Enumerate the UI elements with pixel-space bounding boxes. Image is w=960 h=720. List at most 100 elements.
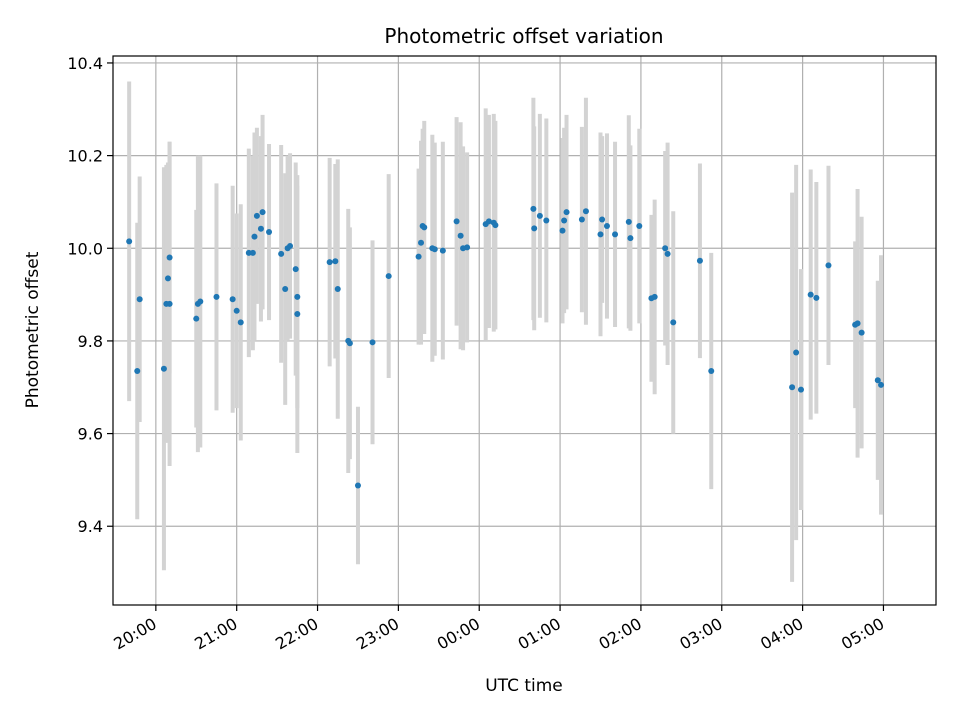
data-point: [807, 291, 814, 298]
data-point: [559, 227, 566, 234]
data-point: [878, 381, 885, 388]
x-tick-label: 20:00: [110, 614, 159, 654]
y-tick-label: 10.0: [67, 239, 103, 258]
x-tick-label: 22:00: [272, 614, 321, 654]
data-point: [662, 245, 669, 252]
data-point: [294, 311, 301, 318]
data-point: [229, 296, 236, 303]
data-point: [136, 296, 143, 303]
data-point: [193, 315, 200, 322]
data-point: [369, 339, 376, 346]
x-tick-label: 05:00: [838, 614, 887, 654]
data-point: [287, 242, 294, 249]
data-point: [612, 231, 619, 238]
data-point: [603, 223, 610, 230]
chart-title: Photometric offset variation: [384, 24, 663, 48]
data-point: [421, 224, 428, 231]
x-tick-label: 02:00: [595, 614, 644, 654]
data-point: [346, 340, 353, 347]
data-point: [292, 266, 299, 273]
data-point: [326, 259, 333, 266]
x-tick-label: 01:00: [515, 614, 564, 654]
error-bars: [127, 81, 884, 582]
data-point: [251, 233, 258, 240]
data-point: [536, 212, 543, 219]
data-point: [485, 218, 492, 225]
data-point: [627, 235, 634, 242]
y-axis-ticks: 9.4 9.6 9.8 10.0 10.2 10.4: [67, 54, 113, 536]
x-axis-title: UTC time: [485, 676, 563, 696]
x-tick-label: 03:00: [676, 614, 725, 654]
data-point: [530, 205, 537, 212]
data-point: [854, 320, 861, 327]
y-tick-label: 10.2: [67, 147, 103, 166]
data-point: [874, 377, 881, 384]
data-point: [825, 262, 832, 269]
data-point: [282, 286, 289, 293]
data-point: [651, 293, 658, 300]
data-point: [636, 223, 643, 230]
data-point: [334, 286, 341, 293]
data-point: [492, 222, 499, 229]
x-tick-label: 23:00: [353, 614, 402, 654]
y-tick-label: 10.4: [67, 54, 103, 73]
data-point: [453, 218, 460, 225]
data-point: [858, 329, 865, 336]
y-tick-label: 9.4: [78, 517, 103, 536]
data-point: [354, 482, 361, 489]
data-point: [543, 217, 550, 224]
data-point: [415, 253, 422, 260]
data-point: [664, 250, 671, 257]
data-point: [233, 307, 240, 314]
data-point: [789, 384, 796, 391]
data-point: [813, 294, 820, 301]
data-point: [385, 273, 392, 280]
data-point: [625, 218, 632, 225]
data-point: [793, 349, 800, 356]
data-point: [197, 298, 204, 305]
x-tick-label: 04:00: [757, 614, 806, 654]
data-point: [457, 232, 464, 239]
data-point: [164, 275, 171, 282]
y-tick-label: 9.6: [78, 425, 103, 444]
data-point: [418, 239, 425, 246]
data-point: [561, 217, 568, 224]
y-axis-title: Photometric offset: [23, 251, 43, 408]
data-point: [213, 293, 220, 300]
data-point: [797, 386, 804, 393]
data-point: [294, 293, 301, 300]
data-point: [259, 209, 266, 216]
grid: [113, 56, 936, 605]
data-point: [257, 225, 264, 232]
data-point: [531, 225, 538, 232]
data-point: [332, 258, 339, 265]
data-point: [563, 209, 570, 216]
data-point: [249, 249, 256, 256]
plot-frame: [112, 55, 937, 606]
data-point: [599, 216, 606, 223]
data-point: [670, 319, 677, 326]
data-point: [597, 231, 604, 238]
data-point: [439, 247, 446, 254]
data-point: [134, 368, 141, 375]
data-point: [578, 216, 585, 223]
data-point: [431, 246, 438, 253]
x-tick-label: 21:00: [191, 614, 240, 654]
data-point: [253, 212, 260, 219]
data-point: [464, 244, 471, 251]
data-point: [166, 254, 173, 261]
data-points: [126, 205, 885, 489]
x-axis-ticks: 20:00 21:00 22:00 23:00 00:00 01:00 02:00 03:00…: [110, 605, 887, 654]
data-point: [708, 368, 715, 375]
data-point: [696, 257, 703, 264]
y-tick-label: 9.8: [78, 332, 103, 351]
data-point: [160, 365, 167, 372]
data-point: [237, 319, 244, 326]
data-point: [278, 250, 285, 257]
data-point: [582, 208, 589, 215]
data-point: [166, 300, 173, 307]
data-point: [126, 238, 133, 245]
data-point: [266, 229, 273, 236]
x-tick-label: 00:00: [434, 614, 483, 654]
